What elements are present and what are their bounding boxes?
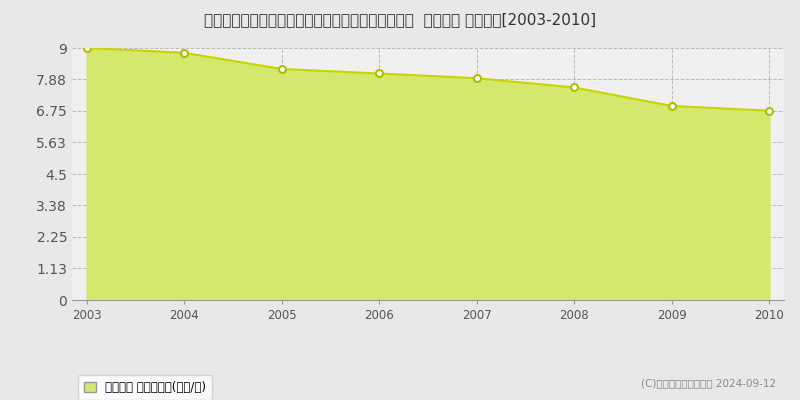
Text: (C)土地価格ドットコム 2024-09-12: (C)土地価格ドットコム 2024-09-12 — [641, 378, 776, 388]
Legend: 地価公示 平均坪単価(万円/坪): 地価公示 平均坪単価(万円/坪) — [78, 375, 212, 400]
Text: 青森県三戸郡三戸町大字川守田字横道３４番１０外  地価公示 地価推移[2003-2010]: 青森県三戸郡三戸町大字川守田字横道３４番１０外 地価公示 地価推移[2003-2… — [204, 12, 596, 27]
